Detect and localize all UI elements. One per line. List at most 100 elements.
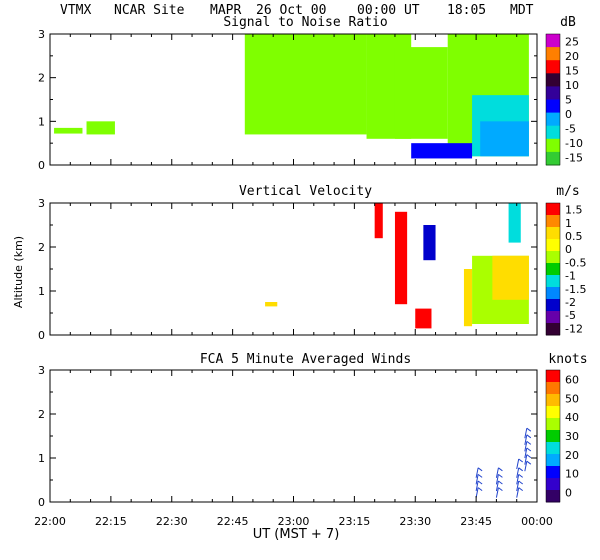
colorbar-swatch — [546, 490, 560, 503]
wind-barb — [524, 461, 528, 472]
colorbar-label: 1.5 — [565, 204, 583, 217]
colorbar-frame — [545, 369, 561, 503]
colorbar-swatch — [546, 406, 560, 419]
y-tick-label: 0 — [38, 496, 45, 509]
header-location: NCAR Site — [114, 3, 185, 18]
wind-barb-flag — [498, 480, 503, 485]
wind-barb — [475, 474, 479, 485]
header-time-local: 18:05 — [447, 3, 486, 18]
colorbar-swatch — [546, 138, 560, 153]
colorbar-swatch — [546, 394, 560, 407]
wind-barb — [516, 467, 520, 478]
colorbar-label: 15 — [565, 64, 579, 77]
colorbar-swatch — [546, 430, 560, 443]
y-tick-label: 3 — [38, 197, 45, 210]
colorbar-swatch — [546, 275, 560, 288]
colorbar-label: -5 — [565, 309, 576, 322]
x-tick-label: 23:00 — [278, 515, 310, 528]
y-axis-label: Altitude (km) — [12, 236, 25, 308]
y-tick-label: 1 — [38, 285, 45, 298]
data-region — [86, 121, 115, 135]
wind-barb-flag — [498, 487, 503, 492]
data-region — [480, 121, 529, 157]
x-tick-label: 00:00 — [521, 515, 553, 528]
colorbar-label: 5 — [565, 94, 572, 107]
data-region — [415, 308, 432, 329]
panel-units: dB — [560, 15, 576, 30]
wind-barb — [524, 428, 528, 439]
y-tick-label: 1 — [38, 115, 45, 128]
wind-barb — [495, 487, 499, 498]
wind-barb — [524, 434, 528, 445]
colorbar-label: -12 — [565, 322, 583, 335]
y-tick-label: 1 — [38, 452, 45, 465]
wind-barb — [475, 487, 479, 498]
y-tick-label: 3 — [38, 364, 45, 377]
y-tick-label: 2 — [38, 241, 45, 254]
colorbar-swatch — [546, 125, 560, 140]
colorbar-label: 25 — [565, 35, 579, 48]
colorbar-swatch — [546, 227, 560, 240]
y-tick-label: 0 — [38, 159, 45, 172]
panel-units: knots — [548, 352, 587, 367]
data-region — [463, 269, 473, 327]
x-tick-label: 22:00 — [34, 515, 66, 528]
wind-barb-flag — [518, 480, 524, 485]
wind-barb — [475, 467, 479, 478]
panel-units: m/s — [556, 184, 579, 199]
wind-barb-flag — [518, 467, 524, 472]
wind-barb-flag — [526, 434, 532, 439]
colorbar-label: -0.5 — [565, 256, 586, 269]
wind-barb — [495, 474, 499, 485]
wind-barb — [524, 454, 528, 465]
colorbar-label: -2 — [565, 296, 576, 309]
wind-barb — [524, 447, 528, 459]
colorbar-swatch — [546, 251, 560, 264]
colorbar-swatch — [546, 203, 560, 216]
panel-2: Vertical Velocity m/s01231.510.50-0.5-1-1… — [38, 184, 586, 342]
colorbar-swatch — [546, 287, 560, 300]
colorbar-swatch — [546, 73, 560, 87]
x-tick-label: 23:45 — [460, 515, 492, 528]
wind-barb-flag — [526, 440, 532, 445]
colorbar-label: 10 — [565, 79, 579, 92]
wind-barb-flag — [526, 454, 532, 459]
colorbar-frame — [545, 33, 561, 166]
colorbar-label: 0 — [565, 243, 572, 256]
colorbar-label: 60 — [565, 373, 579, 386]
colorbar-swatch — [546, 239, 560, 252]
wind-barb-flag — [477, 473, 483, 478]
colorbar-label: -1 — [565, 270, 576, 283]
panel-title: Vertical Velocity — [239, 184, 372, 199]
wind-barb-flag — [498, 467, 503, 472]
colorbar-label: 1 — [565, 217, 572, 230]
colorbar-swatch — [546, 299, 560, 312]
data-region — [394, 211, 408, 305]
colorbar-swatch — [546, 151, 560, 166]
x-tick-label: 23:15 — [339, 515, 371, 528]
panel-title: Signal to Noise Ratio — [223, 15, 387, 30]
data-region — [508, 203, 521, 243]
panel-title: FCA 5 Minute Averaged Winds — [200, 352, 411, 367]
x-tick-label: 23:30 — [399, 515, 431, 528]
panel-1: Signal to Noise Ratio dB01232520151050-5-… — [38, 15, 583, 172]
colorbar-swatch — [546, 215, 560, 228]
data-region — [492, 255, 529, 300]
wind-barb — [524, 441, 528, 452]
colorbar-label: 30 — [565, 430, 579, 443]
wind-barb — [475, 480, 479, 492]
header-instrument: MAPR — [210, 3, 241, 18]
wind-barb-flag — [518, 487, 524, 492]
header: VTMX NCAR Site MAPR 26 Oct 00 00:00 UT 1… — [60, 3, 534, 18]
colorbar-swatch — [546, 370, 560, 383]
data-region — [244, 34, 367, 135]
wind-barb-flag — [477, 467, 483, 472]
data-region — [265, 302, 278, 307]
colorbar-swatch — [546, 311, 560, 324]
colorbar-swatch — [546, 47, 560, 61]
wind-barb — [495, 480, 499, 492]
colorbar-label: 20 — [565, 449, 579, 462]
x-tick-label: 22:15 — [95, 515, 127, 528]
colorbar-swatch — [546, 86, 560, 100]
y-tick-label: 2 — [38, 408, 45, 421]
